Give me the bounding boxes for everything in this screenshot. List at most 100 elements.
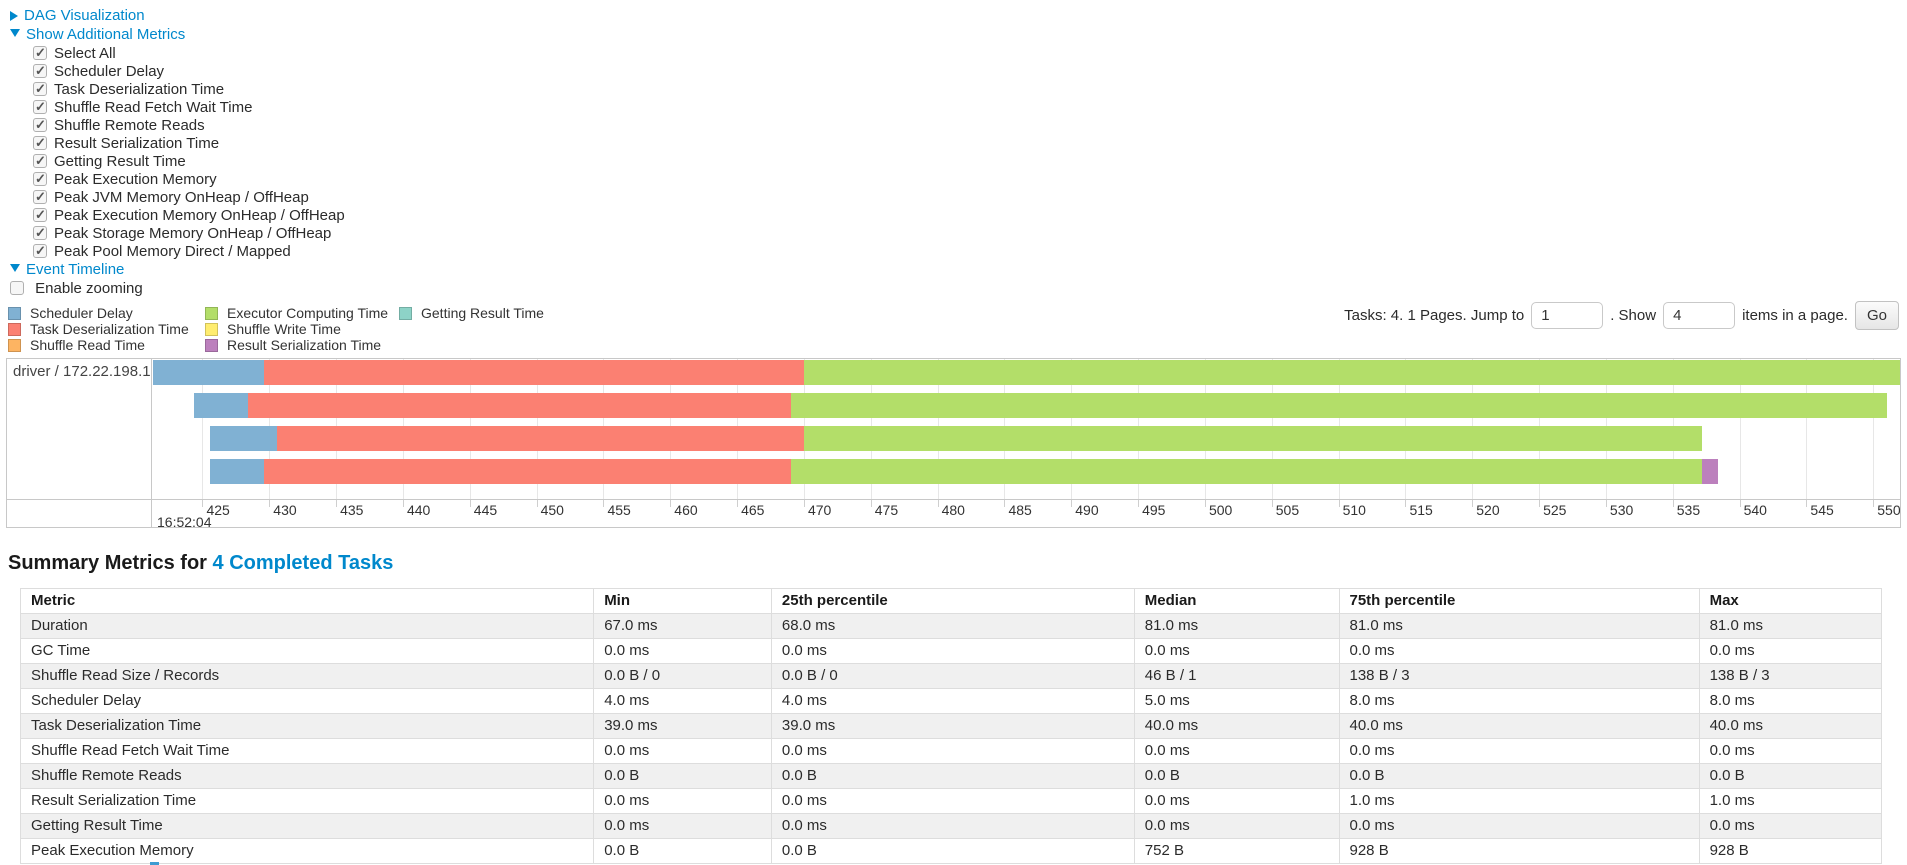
event-timeline-toggle-row: Event Timeline <box>10 261 1907 279</box>
metric-value-cell: 0.0 ms <box>1133 788 1340 814</box>
metric-checkbox[interactable] <box>33 189 47 205</box>
show-additional-metrics-link[interactable]: Show Additional Metrics <box>26 26 186 43</box>
metric-checkbox-item: Task Deserialization Time <box>33 81 1907 99</box>
metric-checkbox[interactable] <box>33 135 47 151</box>
metric-checkbox[interactable] <box>33 99 47 115</box>
summary-table-header-row: Metric Min 25th percentile Median 75th perce… <box>19 588 1883 614</box>
axis-tick <box>737 500 739 507</box>
task-bar-segment-result-serialization[interactable] <box>1702 459 1719 484</box>
metric-checkbox[interactable] <box>33 207 47 223</box>
metric-value-cell: 0.0 B / 0 <box>770 663 1135 689</box>
metric-value-cell: 39.0 ms <box>770 713 1135 739</box>
metric-value-cell: 0.0 ms <box>593 738 772 764</box>
axis-tick-label: 545 <box>1810 502 1834 518</box>
summary-column-header: 25th percentile <box>770 588 1135 614</box>
legend-item: Scheduler Delay <box>8 305 201 321</box>
metric-checkbox[interactable] <box>33 243 47 259</box>
task-bar-segment-task-deserialization[interactable] <box>263 459 791 484</box>
axis-tick-label: 435 <box>340 502 364 518</box>
enable-zooming-checkbox[interactable] <box>10 281 24 295</box>
dag-visualization-link[interactable]: DAG Visualization <box>24 7 145 24</box>
summary-column-header: 75th percentile <box>1338 588 1700 614</box>
metric-checkbox-item: Peak Pool Memory Direct / Mapped <box>33 243 1907 261</box>
metric-checkbox-text: Result Serialization Time <box>54 135 220 152</box>
metric-value-cell: 0.0 ms <box>1133 638 1340 664</box>
metric-value-cell: 928 B <box>1338 838 1700 864</box>
dag-visualization-toggle-row: DAG Visualization <box>10 7 1907 25</box>
axis-tick-label: 480 <box>941 502 965 518</box>
axis-tick <box>1138 500 1140 507</box>
jump-to-page-input[interactable] <box>1531 302 1604 329</box>
metric-checkbox[interactable] <box>33 45 47 61</box>
go-button[interactable]: Go <box>1854 301 1899 330</box>
task-bar-segment-task-deserialization[interactable] <box>263 360 804 385</box>
timeline-gridline <box>1806 359 1808 499</box>
legend-label: Scheduler Delay <box>30 305 133 321</box>
summary-column-header: Max <box>1698 588 1883 614</box>
metric-checkbox-list: Select All Scheduler Delay Task Deserializ… <box>10 45 1907 261</box>
axis-tick-label: 440 <box>406 502 431 518</box>
axis-tick <box>536 500 538 507</box>
metric-checkbox[interactable] <box>33 171 47 187</box>
task-bar-segment-executor-computing[interactable] <box>790 459 1703 484</box>
task-bar-segment-scheduler-delay[interactable] <box>210 459 264 484</box>
task-bar-segment-scheduler-delay[interactable] <box>210 426 278 451</box>
metric-checkbox[interactable] <box>33 117 47 133</box>
event-timeline-link[interactable]: Event Timeline <box>26 261 125 278</box>
task-bar-segment-scheduler-delay[interactable] <box>153 360 264 385</box>
axis-tick-label: 490 <box>1075 502 1099 518</box>
metric-value-cell: 0.0 ms <box>593 638 772 664</box>
summary-table-row: Shuffle Read Fetch Wait Time 0.0 ms 0.0 ms… <box>19 738 1883 764</box>
metric-checkbox-text: Shuffle Read Fetch Wait Time <box>54 99 253 116</box>
summary-table-row: Getting Result Time 0.0 ms 0.0 ms 0.0 ms 0.0… <box>19 813 1883 839</box>
summary-table-row: Peak Execution Memory 0.0 B 0.0 B 752 B 928 … <box>19 838 1883 864</box>
task-bar-segment-executor-computing[interactable] <box>803 360 1900 385</box>
task-bar-segment-task-deserialization[interactable] <box>247 393 791 418</box>
timeline-header: Scheduler Delay Task Deserialization Time… <box>8 301 1901 355</box>
legend-swatch-icon <box>8 323 21 336</box>
metric-checkbox-text: Scheduler Delay <box>54 63 165 80</box>
metric-checkbox-text: Select All <box>54 45 116 62</box>
legend-swatch-icon <box>8 307 21 320</box>
metric-checkbox-text: Shuffle Remote Reads <box>54 117 205 134</box>
clipped-next-section <box>150 862 159 865</box>
axis-tick <box>937 500 939 507</box>
completed-tasks-link[interactable]: 4 Completed Tasks <box>212 552 394 574</box>
axis-tick <box>1873 500 1875 507</box>
metric-value-cell: 0.0 B / 0 <box>593 663 772 689</box>
metric-value-cell: 4.0 ms <box>770 688 1135 714</box>
axis-tick-label: 425 <box>206 502 230 518</box>
task-bar-segment-executor-computing[interactable] <box>803 426 1703 451</box>
axis-tick-label: 515 <box>1409 502 1433 518</box>
summary-column-header: Median <box>1133 588 1340 614</box>
axis-tick-label: 540 <box>1743 502 1767 518</box>
timeline-legend: Scheduler Delay Task Deserialization Time… <box>8 305 1901 353</box>
metric-checkbox-text: Peak JVM Memory OnHeap / OffHeap <box>54 189 309 206</box>
summary-column-header: Min <box>593 588 772 614</box>
metric-checkbox[interactable] <box>33 63 47 79</box>
enable-zooming-row: Enable zooming <box>10 280 1907 298</box>
task-bar-segment-scheduler-delay[interactable] <box>194 393 248 418</box>
metric-checkbox[interactable] <box>33 225 47 241</box>
show-text: . Show <box>1610 307 1657 324</box>
metric-checkbox[interactable] <box>33 153 47 169</box>
event-timeline-chart: driver / 172.22.198.104 425 430 435 440 445 4… <box>6 358 1901 528</box>
task-bar-segment-task-deserialization[interactable] <box>277 426 804 451</box>
metric-name-cell: Task Deserialization Time <box>19 713 595 739</box>
axis-tick <box>803 500 805 507</box>
axis-tick-label: 430 <box>273 502 297 518</box>
axis-tick <box>603 500 605 507</box>
axis-tick-label: 525 <box>1543 502 1567 518</box>
metric-checkbox-item: Scheduler Delay <box>33 63 1907 81</box>
task-bar-segment-executor-computing[interactable] <box>790 393 1887 418</box>
axis-tick <box>469 500 471 507</box>
summary-table-row: Task Deserialization Time 39.0 ms 39.0 ms 4… <box>19 713 1883 739</box>
legend-column: Scheduler Delay Task Deserialization Time… <box>8 305 201 353</box>
metric-value-cell: 1.0 ms <box>1338 788 1700 814</box>
enable-zooming-label: Enable zooming <box>35 280 143 297</box>
metric-checkbox[interactable] <box>33 81 47 97</box>
axis-tick <box>1071 500 1073 507</box>
legend-label: Getting Result Time <box>421 305 544 321</box>
items-per-page-input[interactable] <box>1663 302 1736 329</box>
metric-value-cell: 4.0 ms <box>593 688 772 714</box>
